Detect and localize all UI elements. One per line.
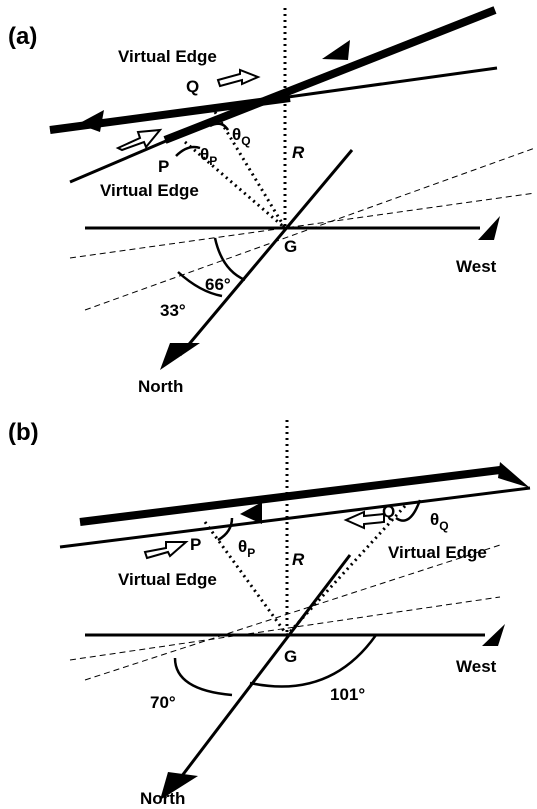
label: 33° xyxy=(160,301,186,320)
label-part: θ xyxy=(238,537,247,556)
edge-line xyxy=(59,486,531,549)
label: θP xyxy=(238,537,255,560)
angle-arc xyxy=(249,634,378,688)
arrowhead xyxy=(240,502,262,524)
label: R xyxy=(292,550,305,569)
label-part: P xyxy=(247,546,255,560)
hollow-arrow xyxy=(216,68,261,88)
label: West xyxy=(456,657,497,676)
arrowhead xyxy=(78,110,104,132)
label: R xyxy=(292,143,305,162)
north-axis xyxy=(173,554,352,786)
arrowhead xyxy=(482,624,505,646)
label: Q xyxy=(186,77,199,96)
label: Virtual Edge xyxy=(118,570,217,589)
theta-arc xyxy=(175,145,201,157)
arrowhead xyxy=(498,462,530,488)
label-part: θ xyxy=(200,145,209,164)
arrowhead xyxy=(160,772,198,800)
label: 101° xyxy=(330,685,365,704)
label-part: θ xyxy=(430,510,439,529)
panel-label: (b) xyxy=(8,419,39,446)
edge-line xyxy=(69,133,181,184)
hollow-arrow xyxy=(343,510,385,530)
hollow-arrow xyxy=(143,541,189,560)
label-part: Q xyxy=(241,134,250,148)
arrowhead xyxy=(478,216,500,240)
arrowhead xyxy=(322,40,350,60)
panel-label: (a) xyxy=(8,23,37,50)
label: Virtual Edge xyxy=(388,543,487,562)
theta-arc xyxy=(395,499,422,522)
hollow-arrow xyxy=(115,128,163,152)
label-part: P xyxy=(209,154,217,168)
label: G xyxy=(284,647,297,666)
label: P xyxy=(190,535,201,554)
dashed-line xyxy=(69,596,501,661)
edge-thick xyxy=(79,466,501,526)
theta-arc xyxy=(217,517,234,542)
label: 66° xyxy=(205,275,231,294)
label-part: θ xyxy=(232,125,241,144)
panel-b: (b) P θP R Q θQ Virtual Edge Virtual Edg… xyxy=(8,419,531,808)
panel-a: (a) Virtual Edge Q P θQ θP R Virtual Edg… xyxy=(8,6,536,396)
label: West xyxy=(456,257,497,276)
angle-arc xyxy=(173,657,233,697)
label: θQ xyxy=(232,125,251,148)
label: North xyxy=(140,789,185,808)
label-part: Q xyxy=(439,519,448,533)
theta-arc xyxy=(209,122,230,131)
dashed-line xyxy=(69,192,536,259)
north-axis xyxy=(178,149,354,356)
edge-thick xyxy=(163,6,497,144)
p-line xyxy=(184,140,286,230)
dashed-line xyxy=(84,544,501,681)
angle-arc xyxy=(177,271,223,298)
label: θP xyxy=(200,145,217,168)
label: θQ xyxy=(430,510,449,533)
label: Virtual Edge xyxy=(100,181,199,200)
label: Virtual Edge xyxy=(118,47,217,66)
q-line xyxy=(213,111,287,229)
q-line xyxy=(285,504,407,637)
label: 70° xyxy=(150,693,176,712)
label: P xyxy=(158,157,169,176)
angle-arc xyxy=(213,237,246,282)
label: North xyxy=(138,377,183,396)
arrowhead xyxy=(160,343,200,370)
label: G xyxy=(284,237,297,256)
label: Q xyxy=(382,502,395,521)
